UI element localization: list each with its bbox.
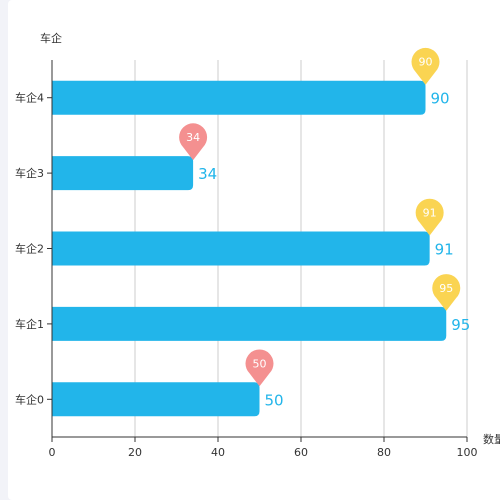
marker-label: 34: [186, 131, 200, 144]
data-label: 90: [431, 90, 450, 108]
x-tick-label: 0: [49, 446, 56, 459]
data-label: 95: [451, 316, 470, 334]
x-tick-label: 80: [377, 446, 391, 459]
marker-label: 91: [423, 207, 437, 220]
marker-pin: [179, 123, 208, 161]
marker-label: 90: [419, 56, 433, 69]
x-tick-label: 40: [211, 446, 225, 459]
bar: [52, 156, 194, 191]
y-tick-label: 车企2: [15, 242, 44, 256]
y-tick-label: 车企4: [15, 91, 44, 105]
y-tick-label: 车企1: [15, 317, 44, 331]
bars: [52, 80, 447, 417]
labels: 50 95 91 34 90: [198, 90, 470, 410]
axes: 0 20 40 60 80 100 车企0 车企1 车企2 车企3 车企4: [15, 60, 478, 459]
bar: [52, 231, 430, 266]
x-tick-label: 20: [128, 446, 142, 459]
marker-label: 95: [439, 282, 453, 295]
data-label: 34: [198, 165, 217, 183]
bar: [52, 80, 426, 115]
y-tick-label: 车企3: [15, 166, 44, 180]
marker-pin: [245, 349, 274, 387]
marker-pin: [411, 47, 440, 85]
x-tick-label: 60: [294, 446, 308, 459]
data-label: 50: [265, 391, 284, 409]
data-label: 91: [435, 241, 454, 259]
marker-label: 50: [253, 357, 267, 370]
y-tick-label: 车企0: [15, 392, 44, 406]
y-axis-title: 车企: [40, 31, 62, 45]
bar: [52, 382, 260, 417]
markers: 50 95 91 34 90: [179, 47, 461, 387]
marker-pin: [415, 198, 444, 236]
x-axis-title: 数量: [483, 433, 500, 446]
x-tick-label: 100: [457, 446, 478, 459]
bar: [52, 306, 447, 341]
marker-pin: [432, 274, 461, 311]
